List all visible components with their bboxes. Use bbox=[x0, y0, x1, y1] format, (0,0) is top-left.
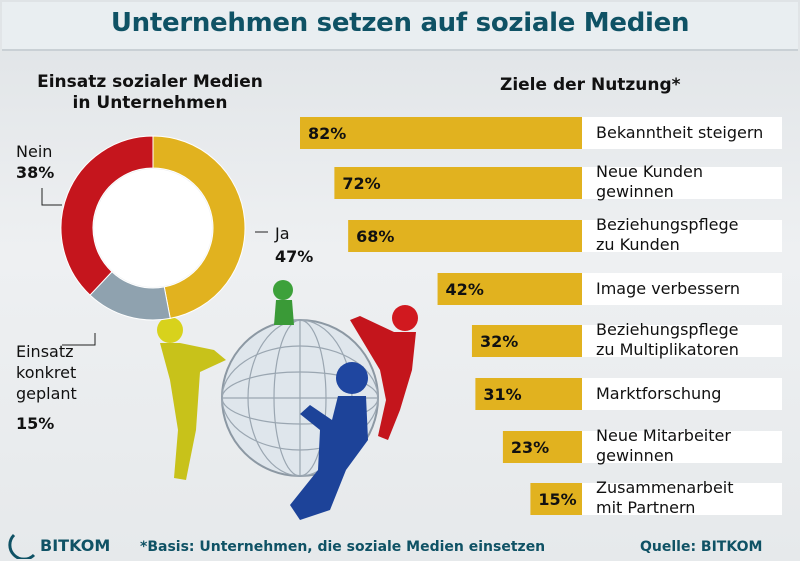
bar bbox=[334, 167, 582, 199]
footnote: *Basis: Unternehmen, die soziale Medien … bbox=[140, 539, 546, 555]
title-band bbox=[2, 2, 798, 51]
bar-label-pane bbox=[582, 325, 782, 357]
bar-value-label: 23% bbox=[511, 438, 549, 457]
globe-illustration bbox=[157, 280, 418, 520]
donut-leader-lines bbox=[41, 188, 268, 346]
bar-chart-title: Ziele der Nutzung* bbox=[500, 75, 681, 95]
geplant-label-line-2: konkret bbox=[16, 363, 77, 382]
bar-value-label: 42% bbox=[446, 280, 484, 299]
bar bbox=[348, 220, 582, 252]
nein-label: Nein bbox=[16, 142, 53, 161]
bar-category-label: Neue Kunden bbox=[596, 162, 703, 181]
bar bbox=[530, 483, 582, 515]
bar-value-label: 72% bbox=[342, 174, 380, 193]
bar bbox=[300, 117, 582, 149]
bar-category-label: Image verbessern bbox=[596, 279, 741, 298]
bar-label-pane bbox=[582, 431, 782, 463]
bar bbox=[475, 378, 582, 410]
bar-chart: 82% 72% 68% 42% 32% 31% 23% 15% bbox=[300, 117, 782, 515]
ja-label: Ja bbox=[275, 224, 290, 243]
ja-percent: 47% bbox=[275, 247, 314, 266]
bar-category-label: zu Multiplikatoren bbox=[596, 340, 739, 359]
bar bbox=[437, 273, 582, 305]
bar-value-label: 15% bbox=[538, 490, 576, 509]
bar-category-label: Neue Mitarbeiter bbox=[596, 426, 731, 445]
bar-value-label: 31% bbox=[483, 385, 521, 404]
geplant-label-line-1: Einsatz bbox=[16, 342, 74, 361]
bar-category-label: Beziehungspflege bbox=[596, 320, 739, 339]
bar-label-pane bbox=[582, 167, 782, 199]
bar-label-pane bbox=[582, 483, 782, 515]
bar-label-pane bbox=[582, 378, 782, 410]
bar-label-pane bbox=[582, 117, 782, 149]
bar-category-label: Bekanntheit steigern bbox=[596, 123, 764, 142]
bar-label-pane bbox=[582, 220, 782, 252]
bar-category-label: mit Partnern bbox=[596, 498, 696, 517]
geplant-percent: 15% bbox=[16, 414, 55, 433]
bar-category-label: zu Kunden bbox=[596, 235, 680, 254]
bar-category-label: gewinnen bbox=[596, 182, 674, 201]
donut-hole bbox=[94, 169, 212, 287]
bar-category-label: gewinnen bbox=[596, 446, 674, 465]
bar-value-label: 82% bbox=[308, 124, 346, 143]
donut-chart bbox=[60, 135, 246, 321]
bar bbox=[502, 431, 582, 463]
donut-slice-ja bbox=[152, 135, 246, 319]
bitkom-logo-icon bbox=[8, 533, 36, 559]
donut-slice-nein bbox=[60, 135, 154, 296]
geplant-label-line-3: geplant bbox=[16, 384, 77, 403]
page-title: Unternehmen setzen auf soziale Medien bbox=[110, 8, 690, 38]
bar-category-label: Zusammenarbeit bbox=[596, 478, 734, 497]
bar-category-label: Marktforschung bbox=[596, 384, 722, 403]
source-note: Quelle: BITKOM bbox=[640, 539, 763, 555]
bar-value-label: 68% bbox=[356, 227, 394, 246]
bar-value-label: 32% bbox=[480, 332, 518, 351]
donut-chart-title: Einsatz sozialer Medien in Unternehmen bbox=[37, 72, 263, 113]
nein-percent: 38% bbox=[16, 163, 55, 182]
people-figures bbox=[157, 280, 418, 520]
bar-category-label: Beziehungspflege bbox=[596, 215, 739, 234]
bar bbox=[471, 325, 582, 357]
bitkom-logo: BITKOM bbox=[40, 536, 111, 555]
bar-label-pane bbox=[582, 273, 782, 305]
